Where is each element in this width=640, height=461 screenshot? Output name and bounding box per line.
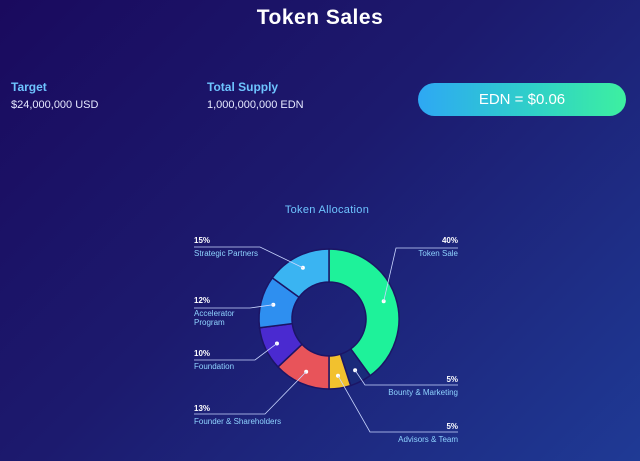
target-value: $24,000,000 USD (11, 99, 99, 111)
pct-founder-shareholders: 13% (194, 404, 211, 413)
pct-strategic-partners: 15% (194, 236, 211, 245)
name-strategic-partners: Strategic Partners (194, 249, 259, 258)
leader-token-sale (383, 247, 458, 302)
label-strategic-partners: 15% Strategic Partners (194, 236, 274, 258)
slice-token-sale (328, 248, 400, 377)
total-supply-stat: Total Supply 1,000,000,000 EDN (207, 80, 304, 111)
page-title: Token Sales (256, 6, 384, 29)
chart-title: Token Allocation (284, 204, 370, 216)
pct-accelerator-program: 12% (194, 296, 211, 305)
leader-founder-shareholders (194, 371, 307, 415)
leader-advisors-team (337, 375, 458, 433)
name-advisors-team: Advisors & Team (398, 435, 458, 444)
target-stat: Target $24,000,000 USD (11, 80, 98, 111)
leader-foundation (194, 343, 278, 361)
total-supply-label: Total Supply (207, 80, 279, 94)
label-founder-shareholders: 13% Founder & Shareholders (194, 404, 304, 426)
label-token-sale: 40% Token Sale (400, 236, 458, 258)
pct-bounty-marketing: 5% (446, 375, 458, 384)
total-supply-value: 1,000,000,000 EDN (207, 99, 304, 111)
leader-accelerator-program (194, 304, 274, 309)
name-foundation: Foundation (194, 362, 235, 371)
target-label: Target (11, 80, 47, 94)
name-accelerator-program: Accelerator Program (194, 309, 235, 327)
pct-token-sale: 40% (441, 236, 458, 245)
name-bounty-marketing: Bounty & Marketing (388, 388, 458, 397)
slice-strategic-partners (271, 248, 330, 299)
name-founder-shareholders: Founder & Shareholders (194, 417, 282, 426)
label-advisors-team: 5% Advisors & Team (360, 422, 458, 444)
pct-advisors-team: 5% (446, 422, 458, 431)
leader-bounty-marketing (354, 370, 458, 386)
label-bounty-marketing: 5% Bounty & Marketing (360, 375, 458, 397)
token-price-button[interactable]: EDN = $0.06 (418, 83, 626, 116)
label-foundation: 10% Foundation (194, 349, 264, 371)
label-accelerator-program: 12% Accelerator Program (194, 296, 254, 327)
name-token-sale: Token Sale (418, 249, 458, 258)
leader-strategic-partners (194, 246, 304, 269)
pct-foundation: 10% (194, 349, 211, 358)
